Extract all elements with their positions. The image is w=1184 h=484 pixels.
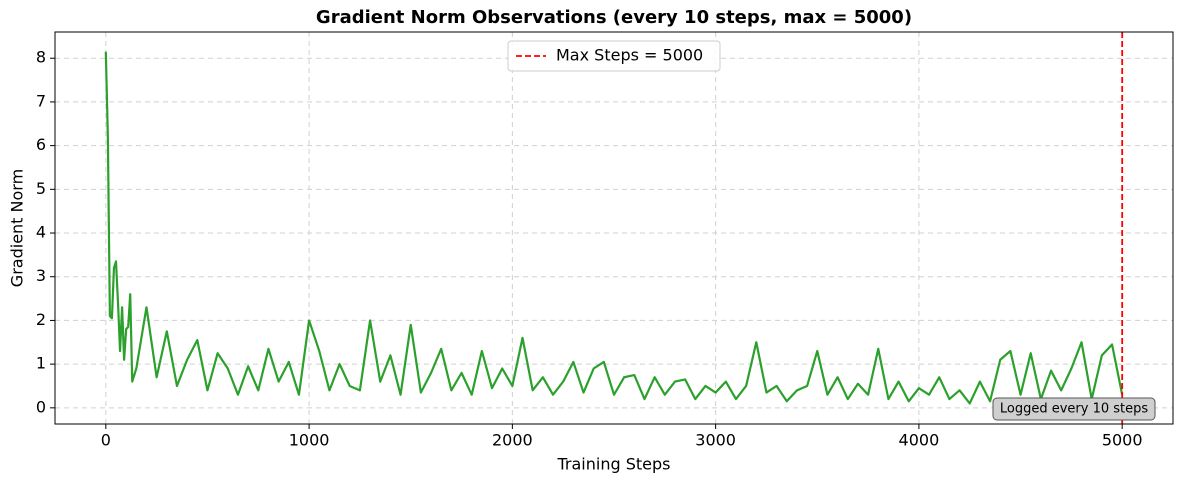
annotation: Logged every 10 steps: [1000, 402, 1149, 417]
y-axis-label: Gradient Norm: [8, 169, 27, 287]
x-tick-label: 3000: [695, 431, 736, 450]
x-axis-label: Training Steps: [557, 455, 671, 474]
y-tick-label: 3: [36, 266, 46, 285]
y-tick-label: 0: [36, 397, 46, 416]
y-tick-label: 1: [36, 354, 46, 373]
x-tick-label: 1000: [289, 431, 330, 450]
y-tick-label: 8: [36, 48, 46, 67]
y-tick-label: 2: [36, 310, 46, 329]
y-tick-label: 7: [36, 91, 46, 110]
x-tick-label: 0: [101, 431, 111, 450]
y-tick-label: 5: [36, 179, 46, 198]
y-tick-label: 6: [36, 135, 46, 154]
x-tick-label: 4000: [899, 431, 940, 450]
y-tick-label: 4: [36, 223, 46, 242]
x-tick-label: 2000: [492, 431, 533, 450]
legend-box: [507, 40, 721, 72]
legend-label: Max Steps = 5000: [556, 46, 703, 65]
data-line: [104, 51, 1124, 405]
chart-title: Gradient Norm Observations (every 10 ste…: [316, 7, 912, 28]
frame: [54, 31, 1174, 425]
annotation-box: [992, 397, 1156, 421]
x-tick-label: 5000: [1102, 431, 1143, 450]
